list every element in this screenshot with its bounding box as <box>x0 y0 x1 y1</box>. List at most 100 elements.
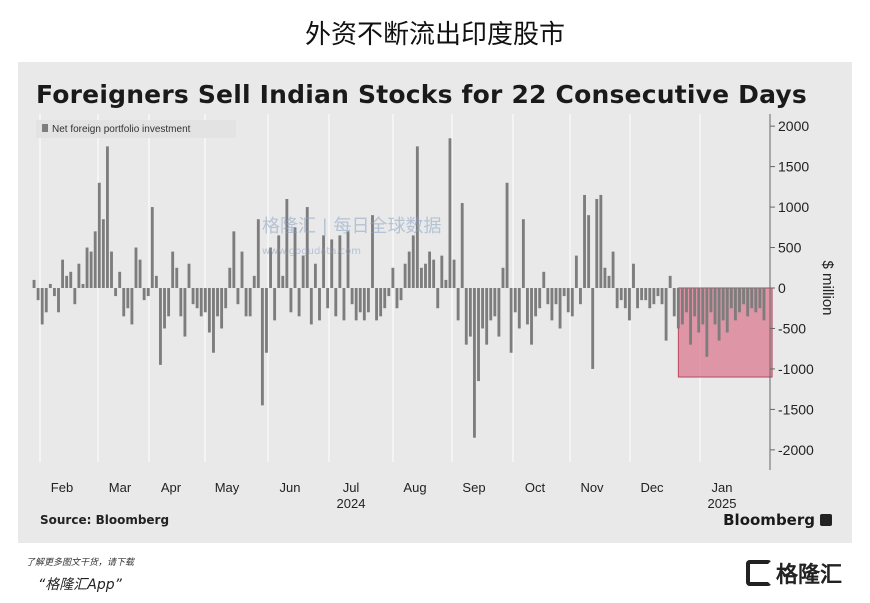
y-tick-label-0: 2000 <box>778 118 809 134</box>
bar-105 <box>460 203 464 288</box>
bar-74 <box>334 288 338 317</box>
bar-174 <box>742 288 745 305</box>
bar-69 <box>313 263 317 288</box>
bar-172 <box>733 288 737 321</box>
bar-90 <box>399 288 403 301</box>
bar-170 <box>725 288 729 333</box>
bar-160 <box>685 288 688 313</box>
bloomberg-wordmark: Bloomberg <box>723 511 815 529</box>
bar-175 <box>746 288 750 317</box>
y-tick-label-6: -1000 <box>778 361 814 377</box>
bar-89 <box>395 288 399 309</box>
bar-123 <box>534 288 538 317</box>
bar-37 <box>183 288 187 337</box>
bar-0 <box>32 279 36 288</box>
bar-133 <box>574 255 578 288</box>
bar-45 <box>216 288 219 317</box>
bar-158 <box>676 288 680 329</box>
bar-96 <box>424 263 427 288</box>
bloomberg-terminal-icon <box>820 514 832 526</box>
bar-113 <box>493 288 497 317</box>
footer: 了解更多图文干货，请下载 “格隆汇App” 格隆汇 <box>0 543 870 603</box>
bar-73 <box>330 239 334 288</box>
x-tick-label-11: Jan <box>712 480 733 495</box>
bar-157 <box>672 288 676 317</box>
bar-92 <box>407 251 411 288</box>
bar-35 <box>175 267 179 288</box>
gelonghui-logo-text: 格隆汇 <box>775 563 842 588</box>
bar-111 <box>485 288 489 345</box>
x-tick-label-0: Feb <box>51 480 73 495</box>
bar-153 <box>656 288 660 297</box>
bar-65 <box>297 288 301 317</box>
x-tick-label-1: Mar <box>109 480 132 495</box>
bar-7 <box>61 259 65 288</box>
bar-10 <box>73 288 77 305</box>
bar-42 <box>203 288 207 313</box>
bar-8 <box>65 275 69 288</box>
bar-101 <box>444 279 448 288</box>
bar-99 <box>436 288 440 309</box>
bar-11 <box>77 263 81 288</box>
bar-20 <box>114 288 118 297</box>
bar-145 <box>623 288 627 309</box>
bar-59 <box>273 288 277 321</box>
bar-166 <box>709 288 713 313</box>
bar-27 <box>142 288 146 301</box>
bar-162 <box>693 288 697 317</box>
bar-165 <box>705 288 709 357</box>
bar-87 <box>387 288 391 297</box>
bar-98 <box>432 259 436 288</box>
bar-136 <box>587 215 591 288</box>
bar-75 <box>338 235 342 288</box>
bar-41 <box>199 288 203 317</box>
bar-82 <box>366 288 370 313</box>
bar-36 <box>179 288 183 317</box>
bar-135 <box>583 194 586 288</box>
bar-138 <box>595 198 599 288</box>
x-tick-label-4: Jun <box>280 480 301 495</box>
bar-156 <box>668 275 672 288</box>
y-tick-label-2: 1000 <box>778 199 809 215</box>
gelonghui-logo: 格隆汇 <box>745 557 842 589</box>
bar-30 <box>154 275 158 288</box>
bar-14 <box>89 251 93 288</box>
bar-19 <box>110 251 113 288</box>
bar-115 <box>501 267 505 288</box>
bar-81 <box>362 288 366 321</box>
bar-131 <box>566 288 570 313</box>
bar-chart: 2000 1500 1000 500 0 -500 -1000 -1500 -2000 $ mil… <box>32 114 836 511</box>
bar-147 <box>632 263 635 288</box>
x-tick-label-6: Aug <box>403 480 426 495</box>
bar-121 <box>526 288 529 325</box>
chart-panel: Foreigners Sell Indian Stocks for 22 Con… <box>18 62 852 543</box>
bar-44 <box>212 288 215 353</box>
bar-71 <box>322 235 325 288</box>
bar-43 <box>207 288 211 333</box>
bar-70 <box>318 288 321 321</box>
bar-134 <box>579 288 582 305</box>
bar-154 <box>660 288 664 305</box>
bar-50 <box>236 288 240 305</box>
bar-38 <box>187 263 191 288</box>
bar-163 <box>697 288 701 333</box>
bar-86 <box>383 288 387 309</box>
bar-46 <box>220 288 224 329</box>
bar-51 <box>240 251 244 288</box>
bar-40 <box>195 288 199 309</box>
bar-159 <box>680 288 684 325</box>
bar-177 <box>754 288 758 313</box>
bar-151 <box>648 288 652 309</box>
bar-168 <box>717 288 721 341</box>
bar-39 <box>191 288 195 305</box>
bar-137 <box>591 288 595 369</box>
bar-4 <box>48 283 52 288</box>
bar-104 <box>456 288 460 321</box>
bar-97 <box>428 251 432 288</box>
promo-app-link[interactable]: “格隆汇App” <box>38 577 122 593</box>
bar-66 <box>301 255 305 288</box>
bar-132 <box>570 288 574 317</box>
bar-15 <box>93 231 97 288</box>
bar-83 <box>371 215 374 288</box>
bloomberg-brand: Bloomberg <box>723 511 832 529</box>
